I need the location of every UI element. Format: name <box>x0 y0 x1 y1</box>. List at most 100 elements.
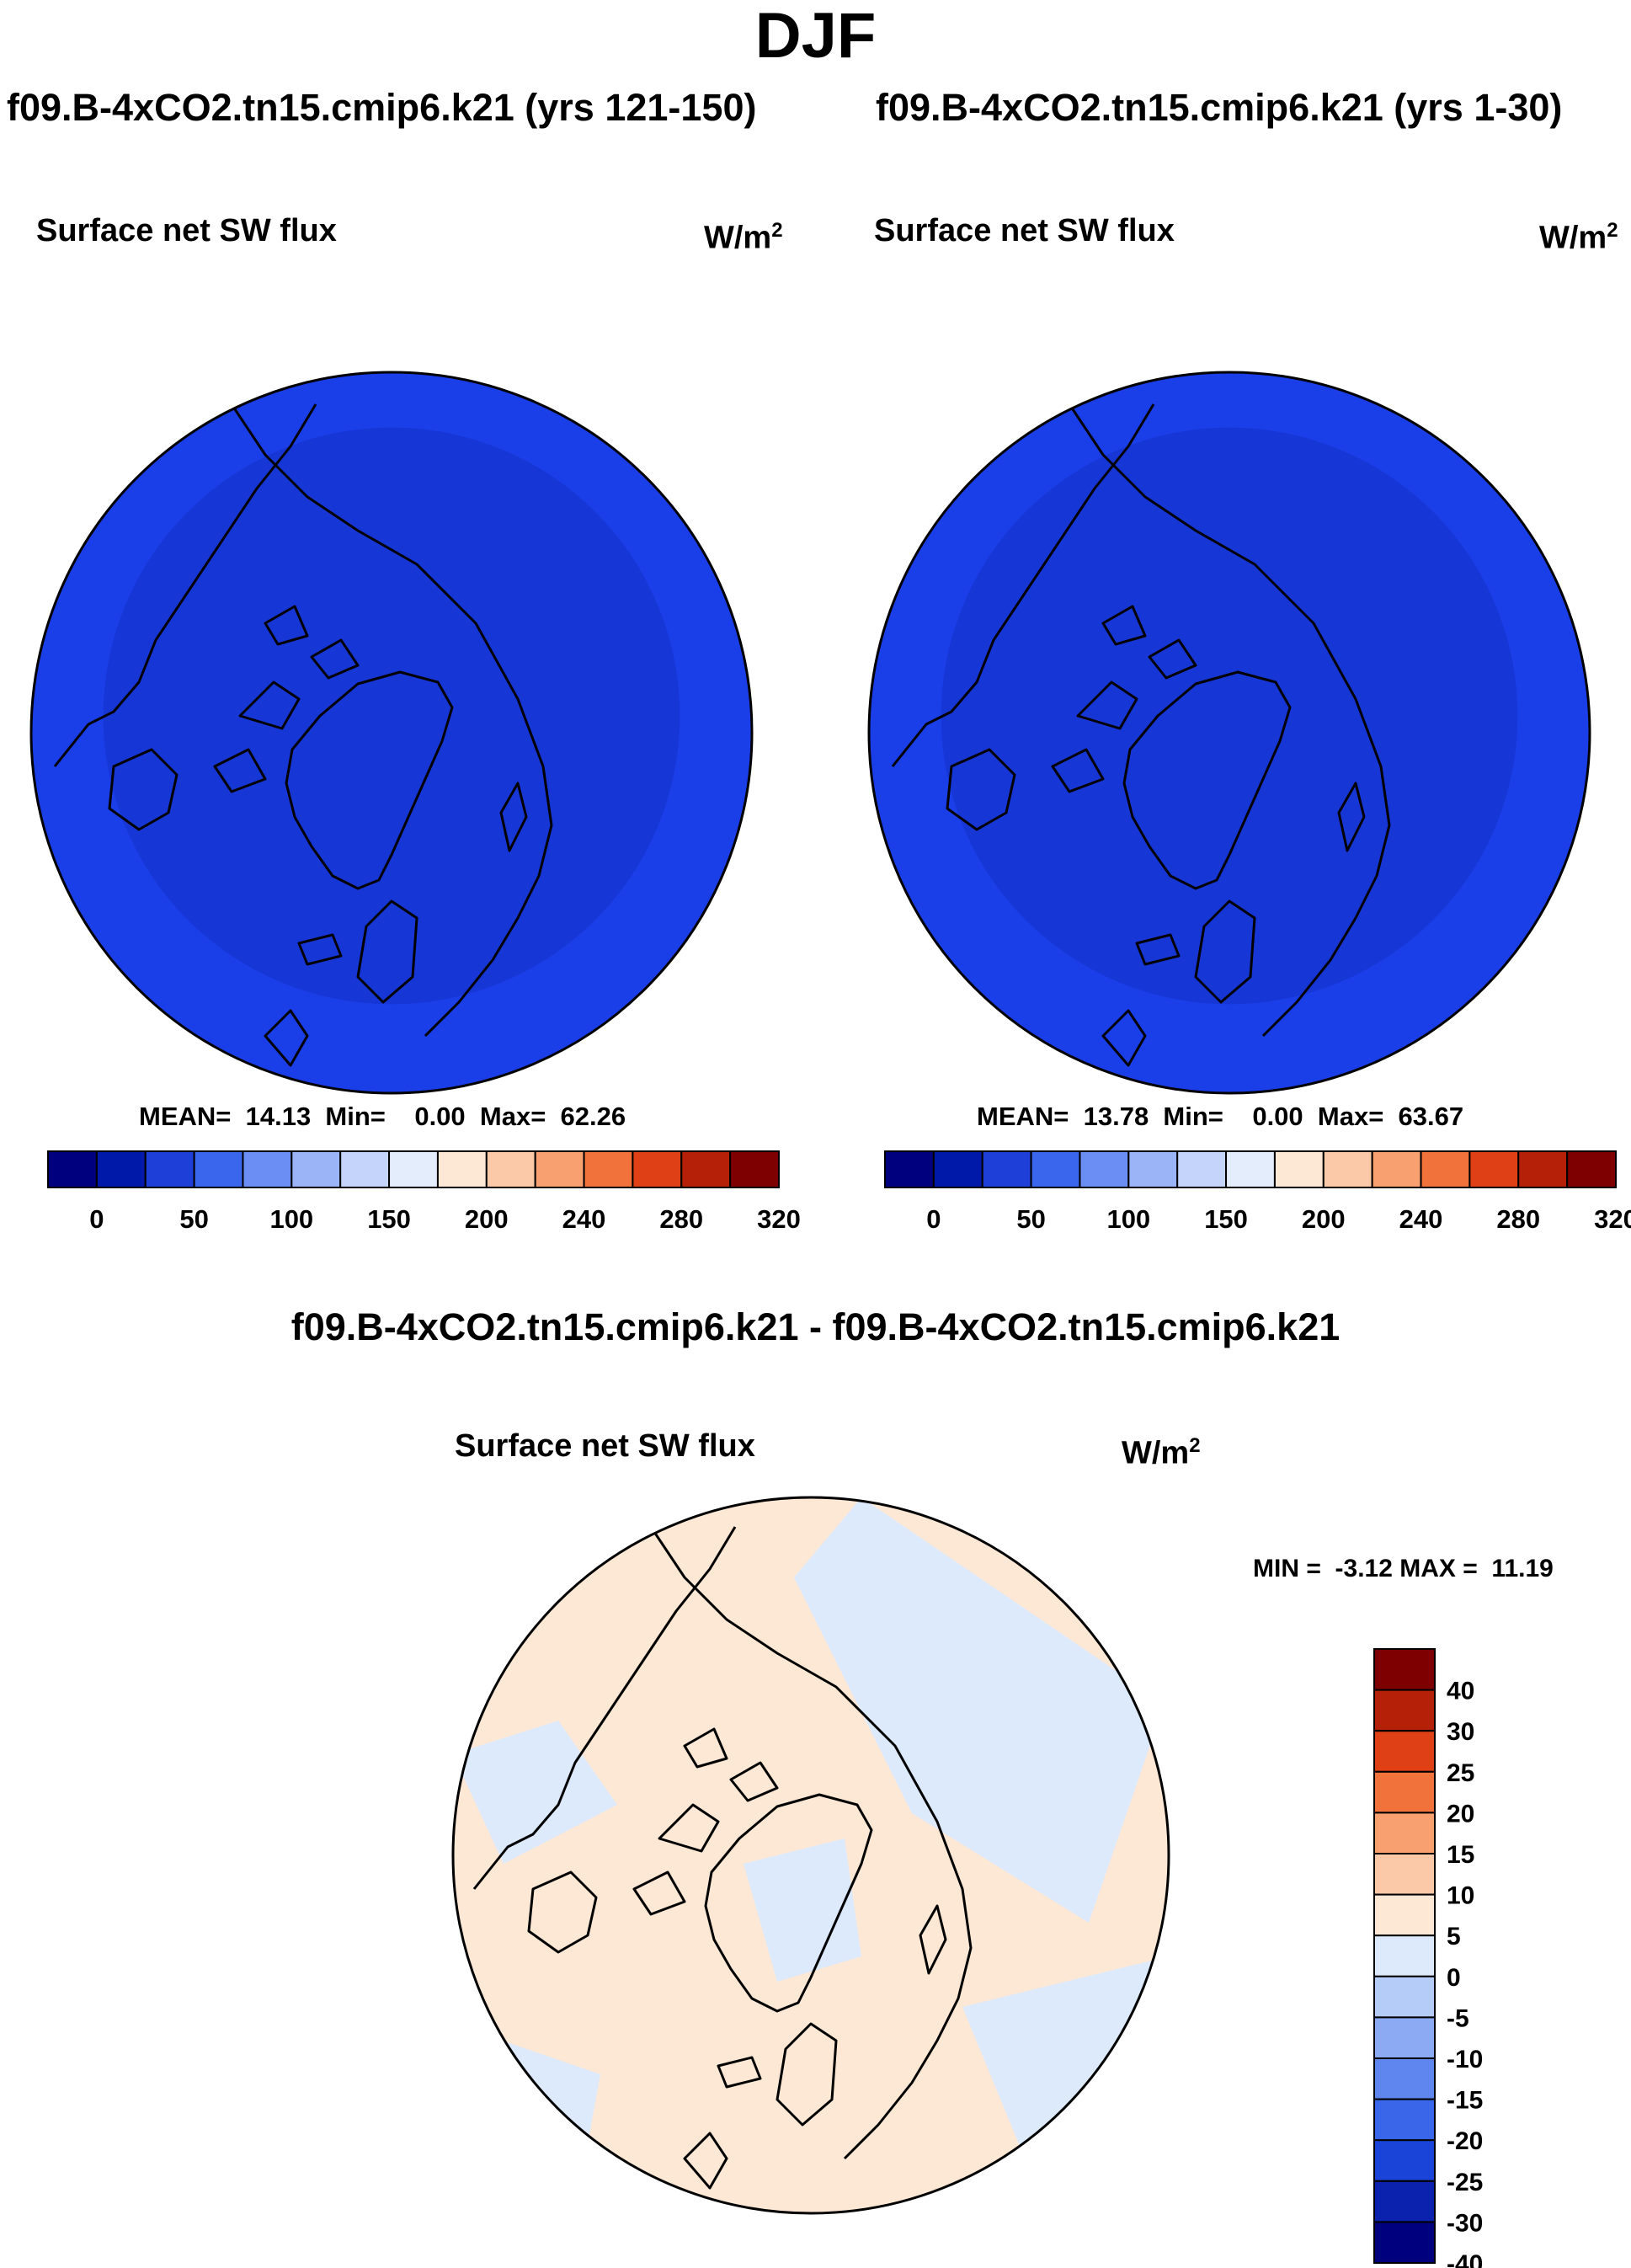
colorbar-1-box <box>680 1150 732 1188</box>
colorbar-3-box <box>1373 1893 1436 1937</box>
colorbar-1-box <box>632 1150 683 1188</box>
colorbar-2-tick-label: 280 <box>1496 1204 1540 1234</box>
colorbar-3-tick-label: 15 <box>1447 1841 1474 1869</box>
colorbar-3-tick-label: 25 <box>1447 1759 1474 1787</box>
colorbar-2-box <box>884 1150 935 1188</box>
colorbar-1-tick-label: 320 <box>757 1204 801 1234</box>
colorbar-1-tick-label: 240 <box>562 1204 606 1234</box>
colorbar-3-box <box>1373 1770 1436 1814</box>
colorbar-3-tick-label: 5 <box>1447 1923 1461 1950</box>
diff-units: W/m2 <box>1122 1428 1201 1472</box>
colorbar-1-box <box>729 1150 781 1188</box>
colorbar-2-box <box>1030 1150 1081 1188</box>
colorbar-3-tick-label: 10 <box>1447 1882 1474 1910</box>
diff-units-exponent: 2 <box>1189 1434 1201 1457</box>
panel-2-stats: MEAN= 13.78 Min= 0.00 Max= 63.67 <box>977 1102 1464 1131</box>
map-1-arctic-field <box>103 427 680 1005</box>
colorbar-3-box <box>1373 1689 1436 1732</box>
map-3-negative-region <box>453 1721 617 1864</box>
diff-case-title: f09.B-4xCO2.tn15.cmip6.k21 - f09.B-4xCO2… <box>290 1305 1341 1348</box>
colorbar-1-box <box>388 1150 439 1188</box>
colorbar-1-box <box>193 1150 244 1188</box>
panel-1-case-title: f09.B-4xCO2.tn15.cmip6.k21 (yrs 121-150) <box>7 86 757 129</box>
diff-stats: MIN = -3.12 MAX = 11.19 <box>1253 1555 1554 1582</box>
colorbar-3-box <box>1373 1934 1436 1977</box>
panel-2-units-exponent: 2 <box>1607 219 1618 242</box>
colorbar-2-tick-label: 150 <box>1204 1204 1248 1234</box>
colorbar-2-box <box>1225 1150 1276 1188</box>
colorbar-3-tick-label: -40 <box>1447 2250 1483 2268</box>
colorbar-3-box <box>1373 1812 1436 1854</box>
panel-2-units-base: W/m <box>1539 220 1607 256</box>
colorbar-3-tick-label: -20 <box>1447 2127 1483 2155</box>
colorbar-3-tick-label: 20 <box>1447 1800 1474 1828</box>
panel-1-stats: MEAN= 14.13 Min= 0.00 Max= 62.26 <box>139 1102 626 1131</box>
colorbar-2-tick-label: 100 <box>1106 1204 1150 1234</box>
colorbar-3-box <box>1373 2098 1436 2142</box>
colorbar-1-tick-label: 50 <box>179 1204 208 1234</box>
panel-1-units-exponent: 2 <box>771 219 783 242</box>
colorbar-1-box <box>485 1150 536 1188</box>
map-2-arctic-field <box>941 427 1518 1005</box>
colorbar-2-box <box>1273 1150 1325 1188</box>
colorbar-2-tick-label: 200 <box>1302 1204 1346 1234</box>
colorbar-2-tick-label: 0 <box>926 1204 941 1234</box>
colorbar-1-box <box>47 1150 98 1188</box>
panel-2-variable-title: Surface net SW flux <box>874 213 1175 248</box>
diff-variable-title: Surface net SW flux <box>455 1428 755 1464</box>
map-3-border <box>451 1496 1170 2215</box>
colorbar-1-tick-label: 280 <box>659 1204 703 1234</box>
map-2-border <box>867 371 1591 1095</box>
colorbar-3-tick-label: -30 <box>1447 2209 1483 2237</box>
colorbar-1-box <box>144 1150 195 1188</box>
colorbar-3-box <box>1373 2016 1436 2059</box>
colorbar-3-tick-label: 40 <box>1447 1678 1474 1705</box>
colorbar-2-box <box>981 1150 1032 1188</box>
colorbar-3-box <box>1373 2057 1436 2100</box>
panel-2-case-title: f09.B-4xCO2.tn15.cmip6.k21 (yrs 1-30) <box>876 86 1563 129</box>
colorbar-1-tick-label: 200 <box>465 1204 509 1234</box>
colorbar-1-box <box>583 1150 634 1188</box>
map-2 <box>869 372 1590 1093</box>
colorbar-3-tick-label: 0 <box>1447 1964 1461 1992</box>
colorbar-2-box <box>1371 1150 1422 1188</box>
colorbar-3-tick-label: 30 <box>1447 1718 1474 1746</box>
colorbar-2-box <box>932 1150 983 1188</box>
colorbar-3-box <box>1373 1853 1436 1896</box>
panel-1-units-base: W/m <box>704 220 772 256</box>
colorbar-2-box <box>1420 1150 1471 1188</box>
panel-1-units: W/m2 <box>704 212 783 257</box>
colorbar-1-box <box>534 1150 585 1188</box>
colorbar-2-box <box>1468 1150 1520 1188</box>
colorbar-2-box <box>1517 1150 1569 1188</box>
colorbar-3-tick-label: -15 <box>1447 2087 1483 2115</box>
colorbar-2-box <box>1566 1150 1617 1188</box>
map-3-negative-region <box>744 1838 861 1982</box>
colorbar-1-box <box>242 1150 293 1188</box>
diff-units-base: W/m <box>1122 1435 1190 1471</box>
map-3-negative-region <box>794 1497 1165 1923</box>
colorbar-2-tick-label: 320 <box>1594 1204 1631 1234</box>
colorbar-1-tick-label: 100 <box>269 1204 313 1234</box>
colorbar-3-box <box>1373 2221 1436 2264</box>
colorbar-2-box <box>1176 1150 1228 1188</box>
colorbar-3-box <box>1373 2139 1436 2182</box>
figure-title: DJF <box>754 0 877 72</box>
colorbar-2-box <box>1127 1150 1179 1188</box>
colorbar-2-tick-label: 50 <box>1016 1204 1045 1234</box>
colorbar-3-tick-label: -10 <box>1447 2046 1483 2073</box>
colorbar-1-box <box>436 1150 488 1188</box>
colorbar-3-tick-label: -5 <box>1447 2004 1469 2032</box>
colorbar-2-box <box>1079 1150 1130 1188</box>
colorbar-1-box <box>290 1150 342 1188</box>
colorbar-3-box <box>1373 2180 1436 2223</box>
colorbar-1-tick-label: 0 <box>89 1204 104 1234</box>
colorbar-1-box <box>95 1150 147 1188</box>
map-1 <box>31 372 752 1093</box>
map-1-border <box>29 371 754 1095</box>
colorbar-2-box <box>1322 1150 1373 1188</box>
colorbar-3-box <box>1373 1730 1436 1773</box>
colorbar-3-box <box>1373 1975 1436 2019</box>
colorbar-1-box <box>339 1150 391 1188</box>
